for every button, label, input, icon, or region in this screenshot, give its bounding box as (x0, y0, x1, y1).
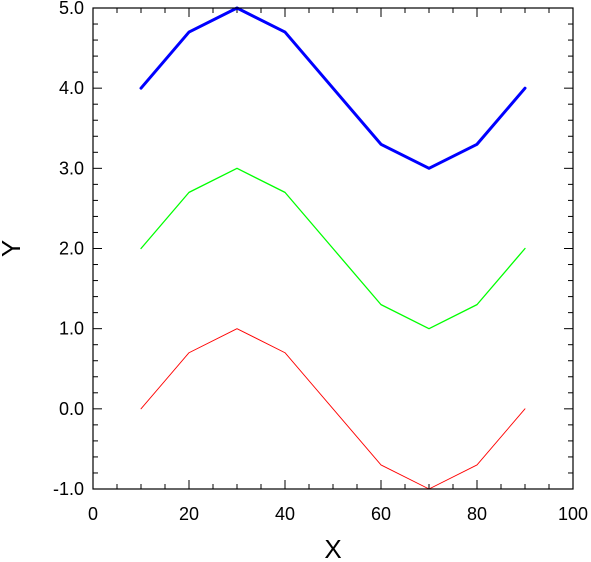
y-tick-label: -1.0 (53, 479, 84, 499)
y-tick-label: 0.0 (59, 399, 84, 419)
x-tick-label: 60 (371, 504, 391, 524)
x-tick-label: 40 (275, 504, 295, 524)
y-tick-label: 4.0 (59, 78, 84, 98)
series-layer (139, 6, 527, 490)
series-line-3 (140, 328, 526, 490)
x-tick-label: 0 (88, 504, 98, 524)
x-axis-title: X (324, 534, 341, 562)
x-tick-labels: 0 20 40 60 80 100 (88, 504, 588, 524)
x-tick-label: 80 (467, 504, 487, 524)
series-line-2 (140, 167, 526, 330)
minor-ticks (93, 8, 573, 489)
y-tick-label: 5.0 (59, 0, 84, 18)
y-tick-label: 2.0 (59, 239, 84, 259)
series-line-1 (139, 6, 527, 170)
plot-frame (92, 7, 574, 490)
y-tick-label: 3.0 (59, 158, 84, 178)
y-axis-title: Y (0, 240, 26, 257)
x-tick-label: 20 (179, 504, 199, 524)
y-tick-labels: -1.0 0.0 1.0 2.0 3.0 4.0 5.0 (53, 0, 84, 499)
x-tick-label: 100 (558, 504, 588, 524)
y-tick-label: 1.0 (59, 319, 84, 339)
